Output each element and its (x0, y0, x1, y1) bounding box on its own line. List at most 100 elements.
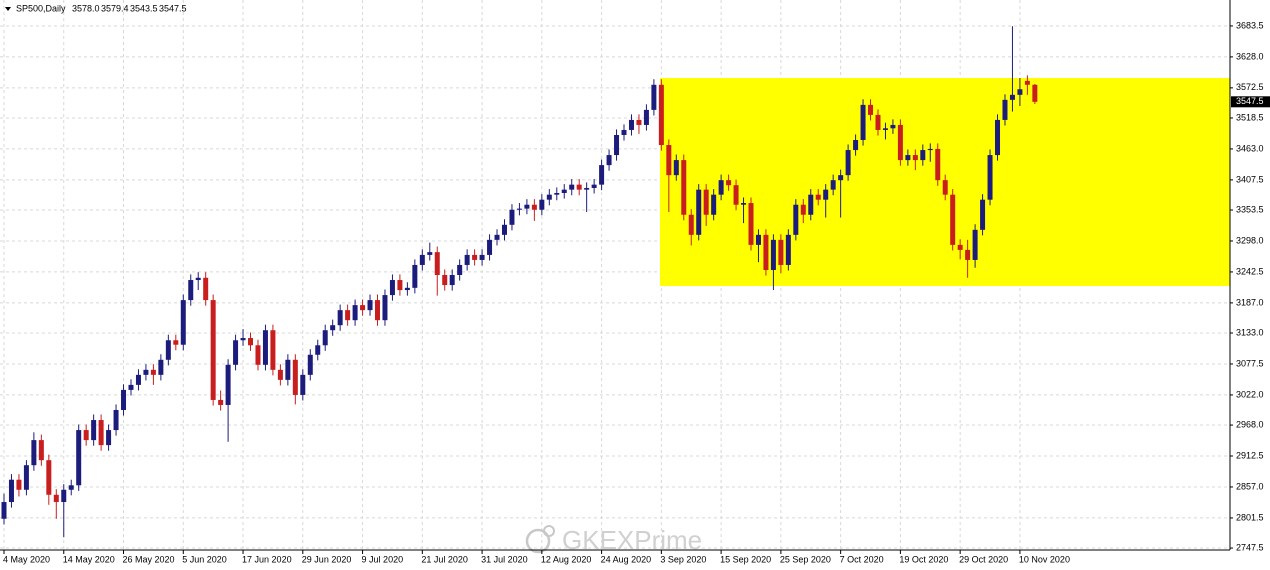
candle-body (195, 277, 201, 281)
candle-body (524, 204, 530, 209)
candle-body (397, 280, 403, 291)
candle-body (1024, 80, 1030, 85)
candle-body (412, 264, 418, 288)
candle-body (165, 340, 171, 360)
candle-body (389, 280, 395, 296)
candle-body (472, 254, 478, 260)
x-tick-label: 10 Nov 2020 (1019, 554, 1070, 564)
x-tick-label: 17 Jun 2020 (242, 554, 292, 564)
x-tick-label: 19 Oct 2020 (899, 554, 948, 564)
candle-body (591, 184, 597, 188)
candle-body (23, 465, 29, 490)
candle-body (995, 119, 1001, 156)
candle-body (628, 119, 634, 130)
candle-body (345, 310, 351, 321)
candle-body (113, 409, 119, 431)
y-tick-label: 2912.5 (1236, 450, 1264, 460)
candle-body (255, 345, 261, 365)
candle-body (315, 345, 321, 355)
y-tick-label: 2968.0 (1236, 419, 1264, 429)
x-tick-label: 14 May 2020 (63, 554, 115, 564)
candle-body (61, 489, 67, 503)
candle-body (748, 203, 754, 245)
chart-title: SP500,Daily (16, 3, 66, 13)
candle-body (651, 84, 657, 110)
x-tick-label: 5 Jun 2020 (182, 554, 227, 564)
candle-body (300, 374, 306, 395)
watermark-icon (525, 528, 551, 554)
candle-body (972, 229, 978, 260)
candle-body (382, 295, 388, 321)
price-tag-label: 3547.5 (1236, 96, 1264, 106)
candle-body (778, 239, 784, 265)
candle-body (673, 160, 679, 176)
candle-body (8, 479, 14, 503)
candle-body (733, 185, 739, 205)
candle-body (128, 384, 134, 390)
candle-body (516, 208, 522, 210)
y-tick-label: 3628.0 (1236, 51, 1264, 61)
candle-body (509, 209, 515, 225)
candle-body (539, 199, 545, 210)
candle-body (711, 194, 717, 215)
y-tick-label: 2857.0 (1236, 481, 1264, 491)
candle-body (935, 148, 941, 181)
candle-body (285, 359, 291, 380)
x-tick-label: 29 Oct 2020 (959, 554, 1008, 564)
candle-body (785, 234, 791, 265)
candle-body (546, 194, 552, 200)
candle-body (808, 194, 814, 215)
candle-body (150, 369, 156, 375)
candle-body (584, 187, 590, 190)
y-tick-label: 3022.0 (1236, 389, 1264, 399)
candle-body (920, 150, 926, 161)
candle-body (606, 155, 612, 166)
candle-body (494, 234, 500, 240)
candle-body (621, 129, 627, 135)
x-tick-label: 12 Aug 2020 (541, 554, 592, 564)
candle-body (1032, 84, 1038, 102)
candle-body (91, 420, 97, 441)
x-tick-label: 24 Aug 2020 (601, 554, 652, 564)
candle-body (815, 194, 821, 200)
candle-body (16, 479, 22, 490)
candle-body (569, 184, 575, 190)
candle-body (203, 277, 209, 301)
x-tick-label: 9 Jul 2020 (362, 554, 404, 564)
ohlc-open: 3578.0 (72, 3, 100, 13)
candle-body (658, 84, 664, 146)
candle-body (957, 244, 963, 250)
y-tick-label: 3407.5 (1236, 174, 1264, 184)
candle-body (158, 359, 164, 375)
candle-body (479, 254, 485, 260)
candle-body (718, 180, 724, 195)
candle-body (464, 254, 470, 265)
candle-body (576, 184, 582, 190)
x-tick-label: 3 Sep 2020 (660, 554, 706, 564)
candle-body (292, 359, 298, 395)
candle-body (83, 430, 89, 441)
candle-body (875, 114, 881, 130)
candle-body (927, 148, 933, 151)
y-tick-label: 2801.5 (1236, 512, 1264, 522)
candle-body (614, 134, 620, 156)
candle-body (763, 234, 769, 270)
y-tick-label: 3518.5 (1236, 112, 1264, 122)
candle-body (233, 340, 239, 365)
candle-body (53, 494, 59, 503)
candle-body (135, 374, 141, 385)
y-tick-label: 3242.5 (1236, 266, 1264, 276)
candle-body (1017, 89, 1023, 95)
candles (1, 26, 1038, 538)
candle-body (180, 300, 186, 345)
y-tick-label: 3683.5 (1236, 20, 1264, 30)
x-tick-label: 31 Jul 2020 (481, 554, 528, 564)
menu-arrow (5, 7, 11, 11)
candle-body (225, 364, 231, 405)
candle-body (46, 460, 52, 495)
candle-body (838, 175, 844, 181)
candle-body (240, 338, 246, 341)
candle-body (375, 300, 380, 321)
